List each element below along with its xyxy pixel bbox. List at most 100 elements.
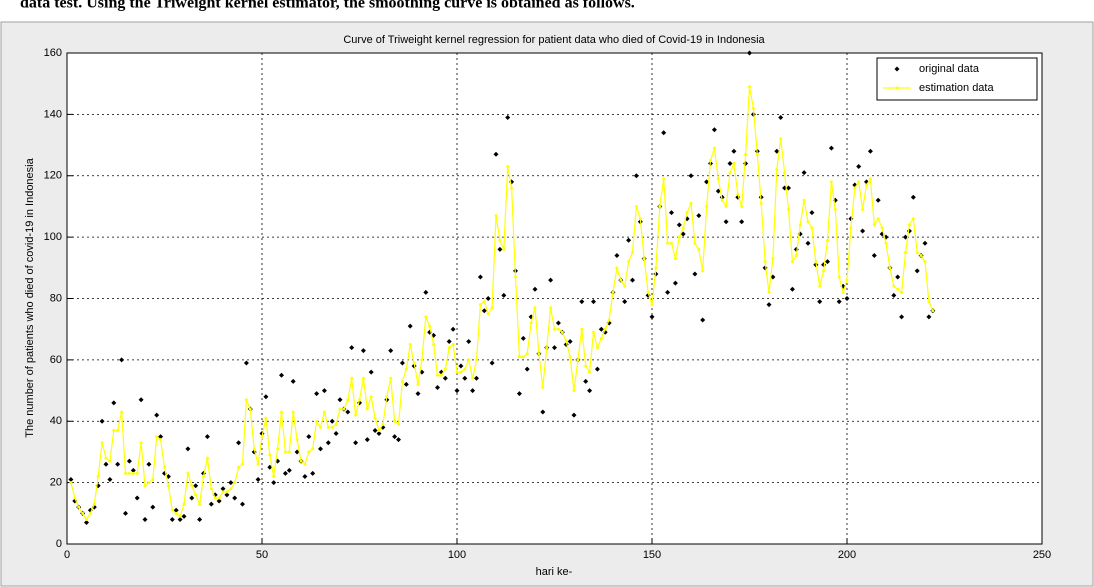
estimation-point xyxy=(931,309,935,313)
estimation-point xyxy=(740,204,744,208)
estimation-point xyxy=(260,435,264,439)
x-tick-label: 100 xyxy=(448,549,466,561)
estimation-point xyxy=(467,358,471,362)
estimation-point xyxy=(783,171,787,175)
estimation-point xyxy=(654,266,658,270)
legend-box xyxy=(876,57,1038,101)
data-point xyxy=(770,274,776,280)
estimation-point xyxy=(896,287,900,291)
data-point xyxy=(555,320,561,326)
estimation-line xyxy=(70,86,934,521)
data-point xyxy=(895,274,901,280)
data-point xyxy=(243,360,249,366)
estimation-point xyxy=(744,152,748,156)
data-point xyxy=(228,480,234,486)
estimation-point xyxy=(248,407,252,411)
estimation-point xyxy=(486,312,490,316)
estimation-point xyxy=(163,465,166,469)
legend-marker xyxy=(894,66,900,72)
estimation-point xyxy=(404,367,408,371)
caption: data test. Using the Triweight kernel es… xyxy=(20,0,635,12)
data-point xyxy=(450,326,456,332)
estimation-point xyxy=(159,438,163,442)
data-point xyxy=(150,504,156,510)
data-point xyxy=(493,151,499,157)
data-point xyxy=(727,160,733,166)
estimation-point xyxy=(400,379,404,383)
estimation-point xyxy=(439,373,443,377)
data-point xyxy=(501,292,507,298)
data-point xyxy=(364,437,370,443)
data-point xyxy=(142,516,148,522)
data-point xyxy=(224,492,230,498)
estimation-point xyxy=(685,211,689,215)
data-point xyxy=(349,345,355,351)
estimation-point xyxy=(712,146,716,150)
estimation-point xyxy=(748,85,751,89)
estimation-point xyxy=(432,343,436,347)
data-point xyxy=(333,431,339,437)
estimation-point xyxy=(572,389,576,393)
data-point xyxy=(306,434,312,440)
estimation-point xyxy=(541,385,545,389)
estimation-point xyxy=(338,407,342,411)
estimation-point xyxy=(202,474,205,478)
estimation-point xyxy=(135,471,139,475)
data-point xyxy=(598,326,604,332)
data-point xyxy=(700,317,706,323)
data-point xyxy=(630,277,635,283)
estimation-point xyxy=(627,260,631,264)
data-point xyxy=(372,427,378,433)
estimation-point xyxy=(697,247,701,251)
y-tick-label: 140 xyxy=(44,108,62,120)
estimation-point xyxy=(174,511,178,515)
data-point xyxy=(649,314,655,320)
estimation-point xyxy=(888,266,892,270)
data-point xyxy=(836,299,842,305)
data-point xyxy=(567,338,573,344)
x-axis-label: hari ke- xyxy=(536,566,573,578)
estimation-point xyxy=(592,330,595,334)
data-point xyxy=(123,510,128,516)
estimation-point xyxy=(615,266,619,270)
estimation-point xyxy=(818,284,822,288)
data-layer xyxy=(68,50,936,526)
data-point xyxy=(571,412,577,418)
estimation-point xyxy=(794,254,798,258)
x-tick-label: 250 xyxy=(1033,549,1051,561)
data-point xyxy=(591,299,596,305)
data-point xyxy=(891,292,897,298)
estimation-point xyxy=(428,324,432,328)
estimation-point xyxy=(892,284,896,288)
estimation-point xyxy=(907,223,911,227)
estimation-point xyxy=(623,284,627,288)
estimation-point xyxy=(225,490,229,494)
estimation-point xyxy=(494,214,498,218)
estimation-point xyxy=(459,370,463,374)
estimation-point xyxy=(147,481,151,485)
data-point xyxy=(282,470,288,476)
estimation-point xyxy=(900,290,904,294)
data-point xyxy=(236,440,242,446)
estimation-point xyxy=(127,471,131,475)
estimation-point xyxy=(872,223,876,227)
estimation-point xyxy=(420,358,424,362)
estimation-point xyxy=(217,496,221,500)
data-point xyxy=(875,197,881,203)
estimation-point xyxy=(798,223,802,227)
estimation-point xyxy=(595,346,599,350)
data-point xyxy=(220,486,226,492)
legend: original data estimation data xyxy=(876,57,1038,101)
estimation-point xyxy=(771,257,775,261)
x-tick-label: 50 xyxy=(256,549,268,561)
estimation-point xyxy=(81,511,85,515)
estimation-point xyxy=(139,441,143,445)
estimation-point xyxy=(556,327,560,331)
estimation-point xyxy=(475,358,478,362)
estimation-point xyxy=(88,511,92,515)
estimation-point xyxy=(510,186,514,190)
estimation-point xyxy=(108,459,112,463)
estimation-point xyxy=(525,352,529,356)
data-point xyxy=(914,268,920,274)
estimation-point xyxy=(576,358,580,362)
